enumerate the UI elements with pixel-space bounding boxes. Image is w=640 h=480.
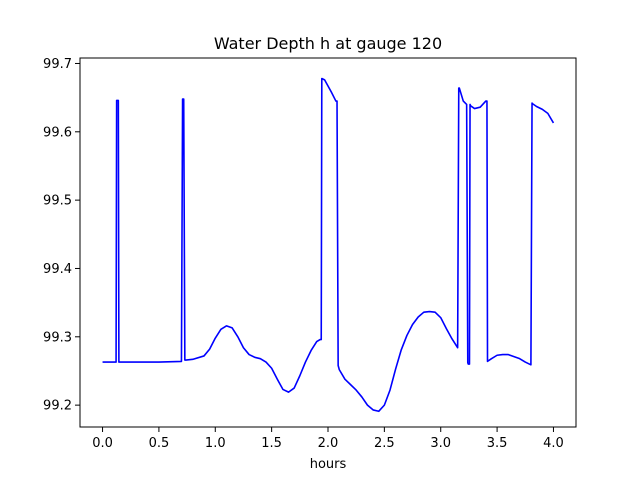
x-tick-label: 1.5 — [261, 436, 282, 451]
y-tick-label: 99.5 — [43, 194, 72, 209]
y-tick-label: 99.3 — [43, 330, 72, 345]
x-tick-label: 2.5 — [374, 436, 395, 451]
y-tick-label: 99.4 — [43, 262, 72, 277]
x-tick-label: 3.0 — [430, 436, 451, 451]
x-axis-label: hours — [310, 457, 347, 472]
y-tick-label: 99.2 — [43, 399, 72, 414]
x-tick-label: 2.0 — [318, 436, 339, 451]
y-tick-label: 99.7 — [43, 57, 72, 72]
series-line — [102, 77, 555, 413]
x-tick-label: 0.0 — [92, 436, 113, 451]
x-tick-label: 1.0 — [205, 436, 226, 451]
x-axis: 0.0 0.5 1.0 1.5 2.0 2.5 3.0 3.5 4.0 — [92, 427, 564, 451]
x-tick-label: 4.0 — [543, 436, 564, 451]
chart-title: Water Depth h at gauge 120 — [214, 34, 442, 53]
y-axis: 99.2 99.3 99.4 99.5 99.6 99.7 — [43, 57, 80, 414]
plot-frame — [79, 57, 577, 428]
x-tick-label: 3.5 — [487, 436, 508, 451]
x-tick-label: 0.5 — [149, 436, 170, 451]
y-tick-label: 99.6 — [43, 125, 72, 140]
